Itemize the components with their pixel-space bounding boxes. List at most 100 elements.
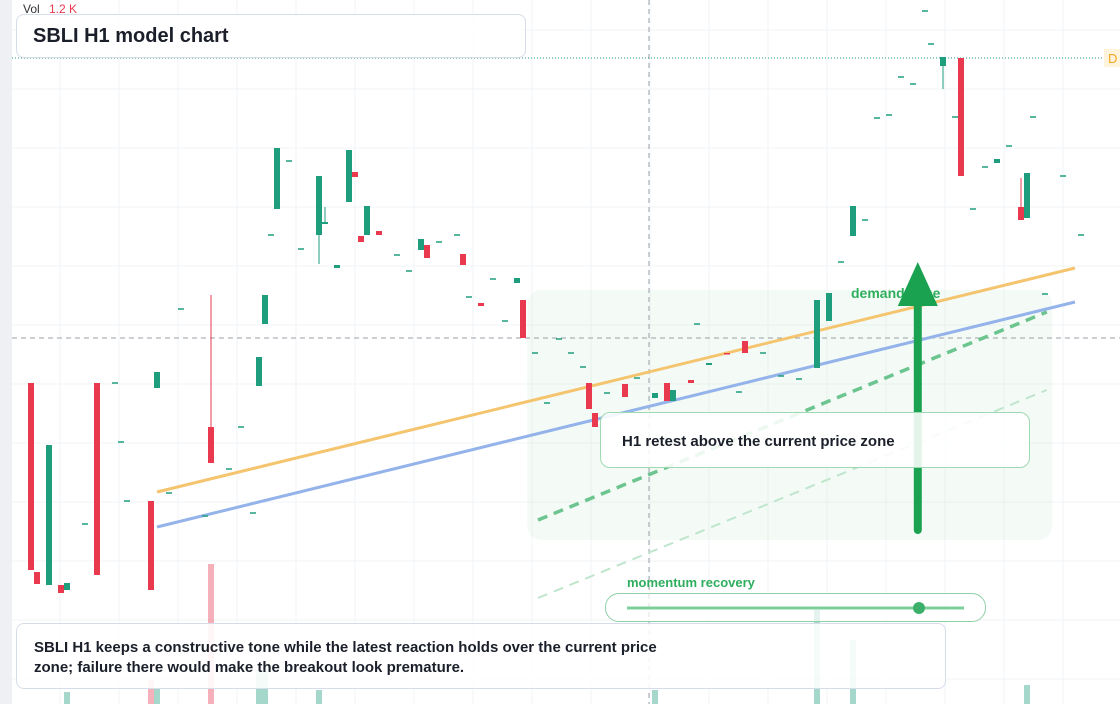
candle-doji	[298, 248, 304, 250]
candle-body	[46, 445, 52, 585]
arrow-head	[897, 262, 938, 306]
candle-doji	[124, 500, 130, 502]
volume-value: 1.2 K	[49, 2, 77, 16]
candle-body	[94, 383, 100, 575]
candle-doji	[568, 352, 574, 354]
candles	[28, 10, 1084, 593]
trendline	[537, 389, 1048, 599]
candle-doji	[862, 219, 868, 221]
candle-doji	[634, 377, 640, 379]
candle-body	[742, 341, 748, 353]
candle-body	[586, 383, 592, 409]
slider-track	[627, 602, 964, 614]
candle-doji	[202, 515, 208, 517]
chart-title: SBLI H1 model chart	[33, 25, 229, 47]
candle-doji	[1030, 116, 1036, 118]
candle-body	[826, 293, 832, 321]
candle-doji	[922, 10, 928, 12]
candle-doji	[694, 323, 700, 325]
candle-body	[514, 278, 520, 283]
candle-body	[424, 245, 430, 258]
candle-body	[208, 427, 214, 463]
candle-doji	[112, 382, 118, 384]
title-box: SBLI H1 model chart	[16, 14, 526, 58]
candle-body	[34, 572, 40, 584]
candle-doji	[178, 308, 184, 310]
candle-doji	[1078, 234, 1084, 236]
candle-body	[334, 265, 340, 268]
candle-body	[940, 57, 946, 66]
candle-body	[316, 176, 322, 235]
candle-doji	[760, 352, 766, 354]
candle-body	[358, 236, 364, 242]
candle-body	[364, 206, 370, 235]
candle-body	[322, 222, 328, 224]
candle-doji	[580, 366, 586, 368]
volume-label: Vol	[23, 2, 40, 16]
candle-body	[520, 300, 526, 338]
candle-doji	[454, 234, 460, 236]
candle-body	[850, 206, 856, 236]
candle-doji	[886, 114, 892, 116]
volume-bar	[652, 690, 658, 704]
candle-doji	[250, 512, 256, 514]
candle-body	[148, 501, 154, 590]
candle-doji	[82, 523, 88, 525]
candle-body	[592, 413, 598, 427]
candle-doji	[556, 338, 562, 340]
candle-doji	[544, 402, 550, 404]
candle-body	[28, 383, 34, 570]
candle-doji	[910, 83, 916, 85]
volume-bar	[148, 680, 154, 704]
candle-body	[994, 159, 1000, 163]
candle-doji	[118, 441, 124, 443]
candle-body	[154, 372, 160, 388]
left-strip	[0, 0, 12, 704]
candle-doji	[952, 116, 958, 118]
candle-doji	[502, 320, 508, 322]
volume-bar	[316, 690, 322, 704]
candle-doji	[286, 160, 292, 162]
candle-body	[622, 384, 628, 397]
candle-body	[664, 383, 670, 401]
price-tag-label: D	[1108, 51, 1117, 66]
candle-body	[352, 172, 358, 177]
candle-body	[418, 239, 424, 250]
note-box: H1 retest above the current price zone	[600, 412, 1030, 468]
candle-body	[274, 148, 280, 209]
candle-body	[256, 357, 262, 386]
volume-bar	[64, 692, 70, 704]
slider-knob	[913, 602, 925, 614]
candle-body	[1018, 207, 1024, 220]
candle-doji	[604, 392, 610, 394]
candle-doji	[1060, 175, 1066, 177]
candle-doji	[1006, 145, 1012, 147]
note: H1 retest above the current price zone	[622, 433, 895, 450]
candle-body	[724, 353, 730, 355]
candle-doji	[406, 270, 412, 272]
momentum-slider	[605, 593, 986, 622]
candle-body	[652, 393, 658, 398]
candle-doji	[736, 391, 742, 393]
volume-bar	[1024, 685, 1030, 704]
candle-doji	[226, 468, 232, 470]
candle-doji	[490, 278, 496, 280]
candle-body	[58, 585, 64, 593]
candle-doji	[166, 492, 172, 494]
candle-body	[688, 380, 694, 383]
candle-doji	[970, 208, 976, 210]
candle-doji	[466, 296, 472, 298]
price-tag	[1104, 49, 1120, 67]
candle-doji	[394, 254, 400, 256]
candle-body	[1024, 173, 1030, 218]
candle-doji	[838, 261, 844, 263]
candle-doji	[238, 426, 244, 428]
candle-doji	[532, 352, 538, 354]
candle-doji	[928, 43, 934, 45]
candle-doji	[898, 76, 904, 78]
candle-doji	[436, 241, 442, 243]
candle-doji	[796, 378, 802, 380]
candle-body	[478, 303, 484, 306]
